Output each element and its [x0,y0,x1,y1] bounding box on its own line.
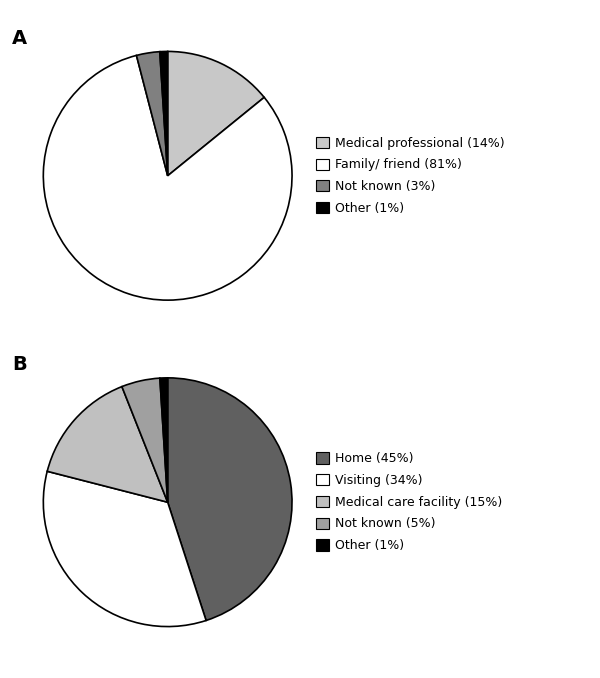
Wedge shape [47,386,167,502]
Wedge shape [136,52,167,176]
Legend: Medical professional (14%), Family/ friend (81%), Not known (3%), Other (1%): Medical professional (14%), Family/ frie… [316,137,505,215]
Text: B: B [12,355,27,374]
Wedge shape [167,378,292,620]
Legend: Home (45%), Visiting (34%), Medical care facility (15%), Not known (5%), Other (: Home (45%), Visiting (34%), Medical care… [316,452,502,552]
Wedge shape [160,52,167,176]
Wedge shape [43,56,292,300]
Wedge shape [160,378,167,502]
Wedge shape [122,378,167,502]
Wedge shape [43,471,206,626]
Text: A: A [12,29,28,48]
Wedge shape [167,52,264,176]
